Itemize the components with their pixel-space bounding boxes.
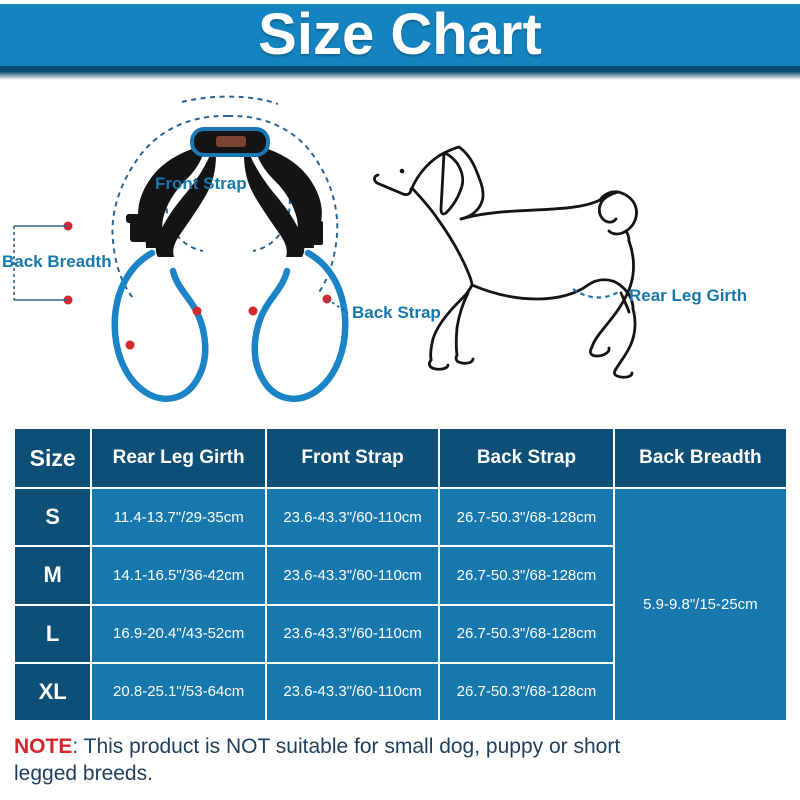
svg-text:Back Strap: Back Strap (352, 303, 441, 322)
svg-text:Rear Leg Girth: Rear Leg Girth (629, 286, 747, 305)
svg-text:Back Breadth: Back Breadth (2, 252, 112, 271)
svg-text:Front Strap: Front Strap (155, 174, 247, 193)
